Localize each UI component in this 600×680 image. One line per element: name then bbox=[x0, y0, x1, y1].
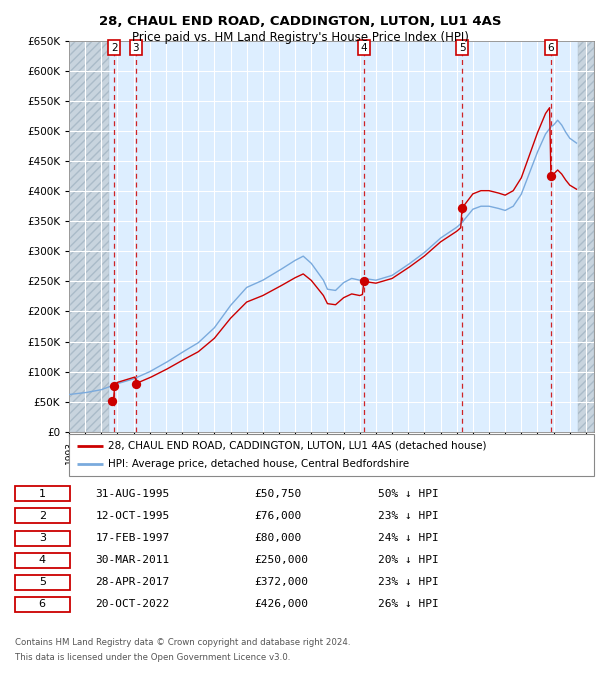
Text: 2: 2 bbox=[111, 43, 118, 53]
Text: 2: 2 bbox=[38, 511, 46, 521]
Text: 24% ↓ HPI: 24% ↓ HPI bbox=[378, 533, 439, 543]
Text: 28-APR-2017: 28-APR-2017 bbox=[95, 577, 170, 588]
Bar bbox=[69, 41, 109, 432]
FancyBboxPatch shape bbox=[15, 509, 70, 524]
Text: HPI: Average price, detached house, Central Bedfordshire: HPI: Average price, detached house, Cent… bbox=[109, 459, 409, 469]
FancyBboxPatch shape bbox=[15, 486, 70, 501]
Text: 20% ↓ HPI: 20% ↓ HPI bbox=[378, 555, 439, 565]
Text: 5: 5 bbox=[39, 577, 46, 588]
Text: This data is licensed under the Open Government Licence v3.0.: This data is licensed under the Open Gov… bbox=[15, 653, 290, 662]
Point bbox=[359, 276, 368, 287]
Text: Contains HM Land Registry data © Crown copyright and database right 2024.: Contains HM Land Registry data © Crown c… bbox=[15, 638, 350, 647]
Text: 3: 3 bbox=[133, 43, 139, 53]
FancyBboxPatch shape bbox=[15, 597, 70, 612]
Bar bbox=[578, 41, 594, 432]
Text: 28, CHAUL END ROAD, CADDINGTON, LUTON, LU1 4AS: 28, CHAUL END ROAD, CADDINGTON, LUTON, L… bbox=[99, 15, 501, 28]
Point bbox=[546, 170, 556, 181]
Text: 23% ↓ HPI: 23% ↓ HPI bbox=[378, 511, 439, 521]
Text: 31-AUG-1995: 31-AUG-1995 bbox=[95, 489, 170, 499]
Text: 28, CHAUL END ROAD, CADDINGTON, LUTON, LU1 4AS (detached house): 28, CHAUL END ROAD, CADDINGTON, LUTON, L… bbox=[109, 441, 487, 451]
Text: 5: 5 bbox=[459, 43, 466, 53]
Text: £50,750: £50,750 bbox=[254, 489, 301, 499]
Text: £426,000: £426,000 bbox=[254, 599, 308, 609]
Text: 50% ↓ HPI: 50% ↓ HPI bbox=[378, 489, 439, 499]
Text: 6: 6 bbox=[39, 599, 46, 609]
Text: 30-MAR-2011: 30-MAR-2011 bbox=[95, 555, 170, 565]
FancyBboxPatch shape bbox=[15, 530, 70, 545]
Point bbox=[107, 396, 117, 407]
Point bbox=[109, 381, 119, 392]
Text: 4: 4 bbox=[38, 555, 46, 565]
Point bbox=[457, 203, 467, 214]
Text: 17-FEB-1997: 17-FEB-1997 bbox=[95, 533, 170, 543]
Text: 23% ↓ HPI: 23% ↓ HPI bbox=[378, 577, 439, 588]
Text: £250,000: £250,000 bbox=[254, 555, 308, 565]
Text: £80,000: £80,000 bbox=[254, 533, 301, 543]
FancyBboxPatch shape bbox=[15, 575, 70, 590]
FancyBboxPatch shape bbox=[15, 553, 70, 568]
Text: 6: 6 bbox=[548, 43, 554, 53]
Point bbox=[131, 378, 140, 389]
Text: 1: 1 bbox=[39, 489, 46, 499]
Text: 26% ↓ HPI: 26% ↓ HPI bbox=[378, 599, 439, 609]
Text: 4: 4 bbox=[361, 43, 367, 53]
Text: £76,000: £76,000 bbox=[254, 511, 301, 521]
Text: Price paid vs. HM Land Registry's House Price Index (HPI): Price paid vs. HM Land Registry's House … bbox=[131, 31, 469, 44]
Text: 12-OCT-1995: 12-OCT-1995 bbox=[95, 511, 170, 521]
Text: 3: 3 bbox=[39, 533, 46, 543]
Text: £372,000: £372,000 bbox=[254, 577, 308, 588]
Text: 20-OCT-2022: 20-OCT-2022 bbox=[95, 599, 170, 609]
